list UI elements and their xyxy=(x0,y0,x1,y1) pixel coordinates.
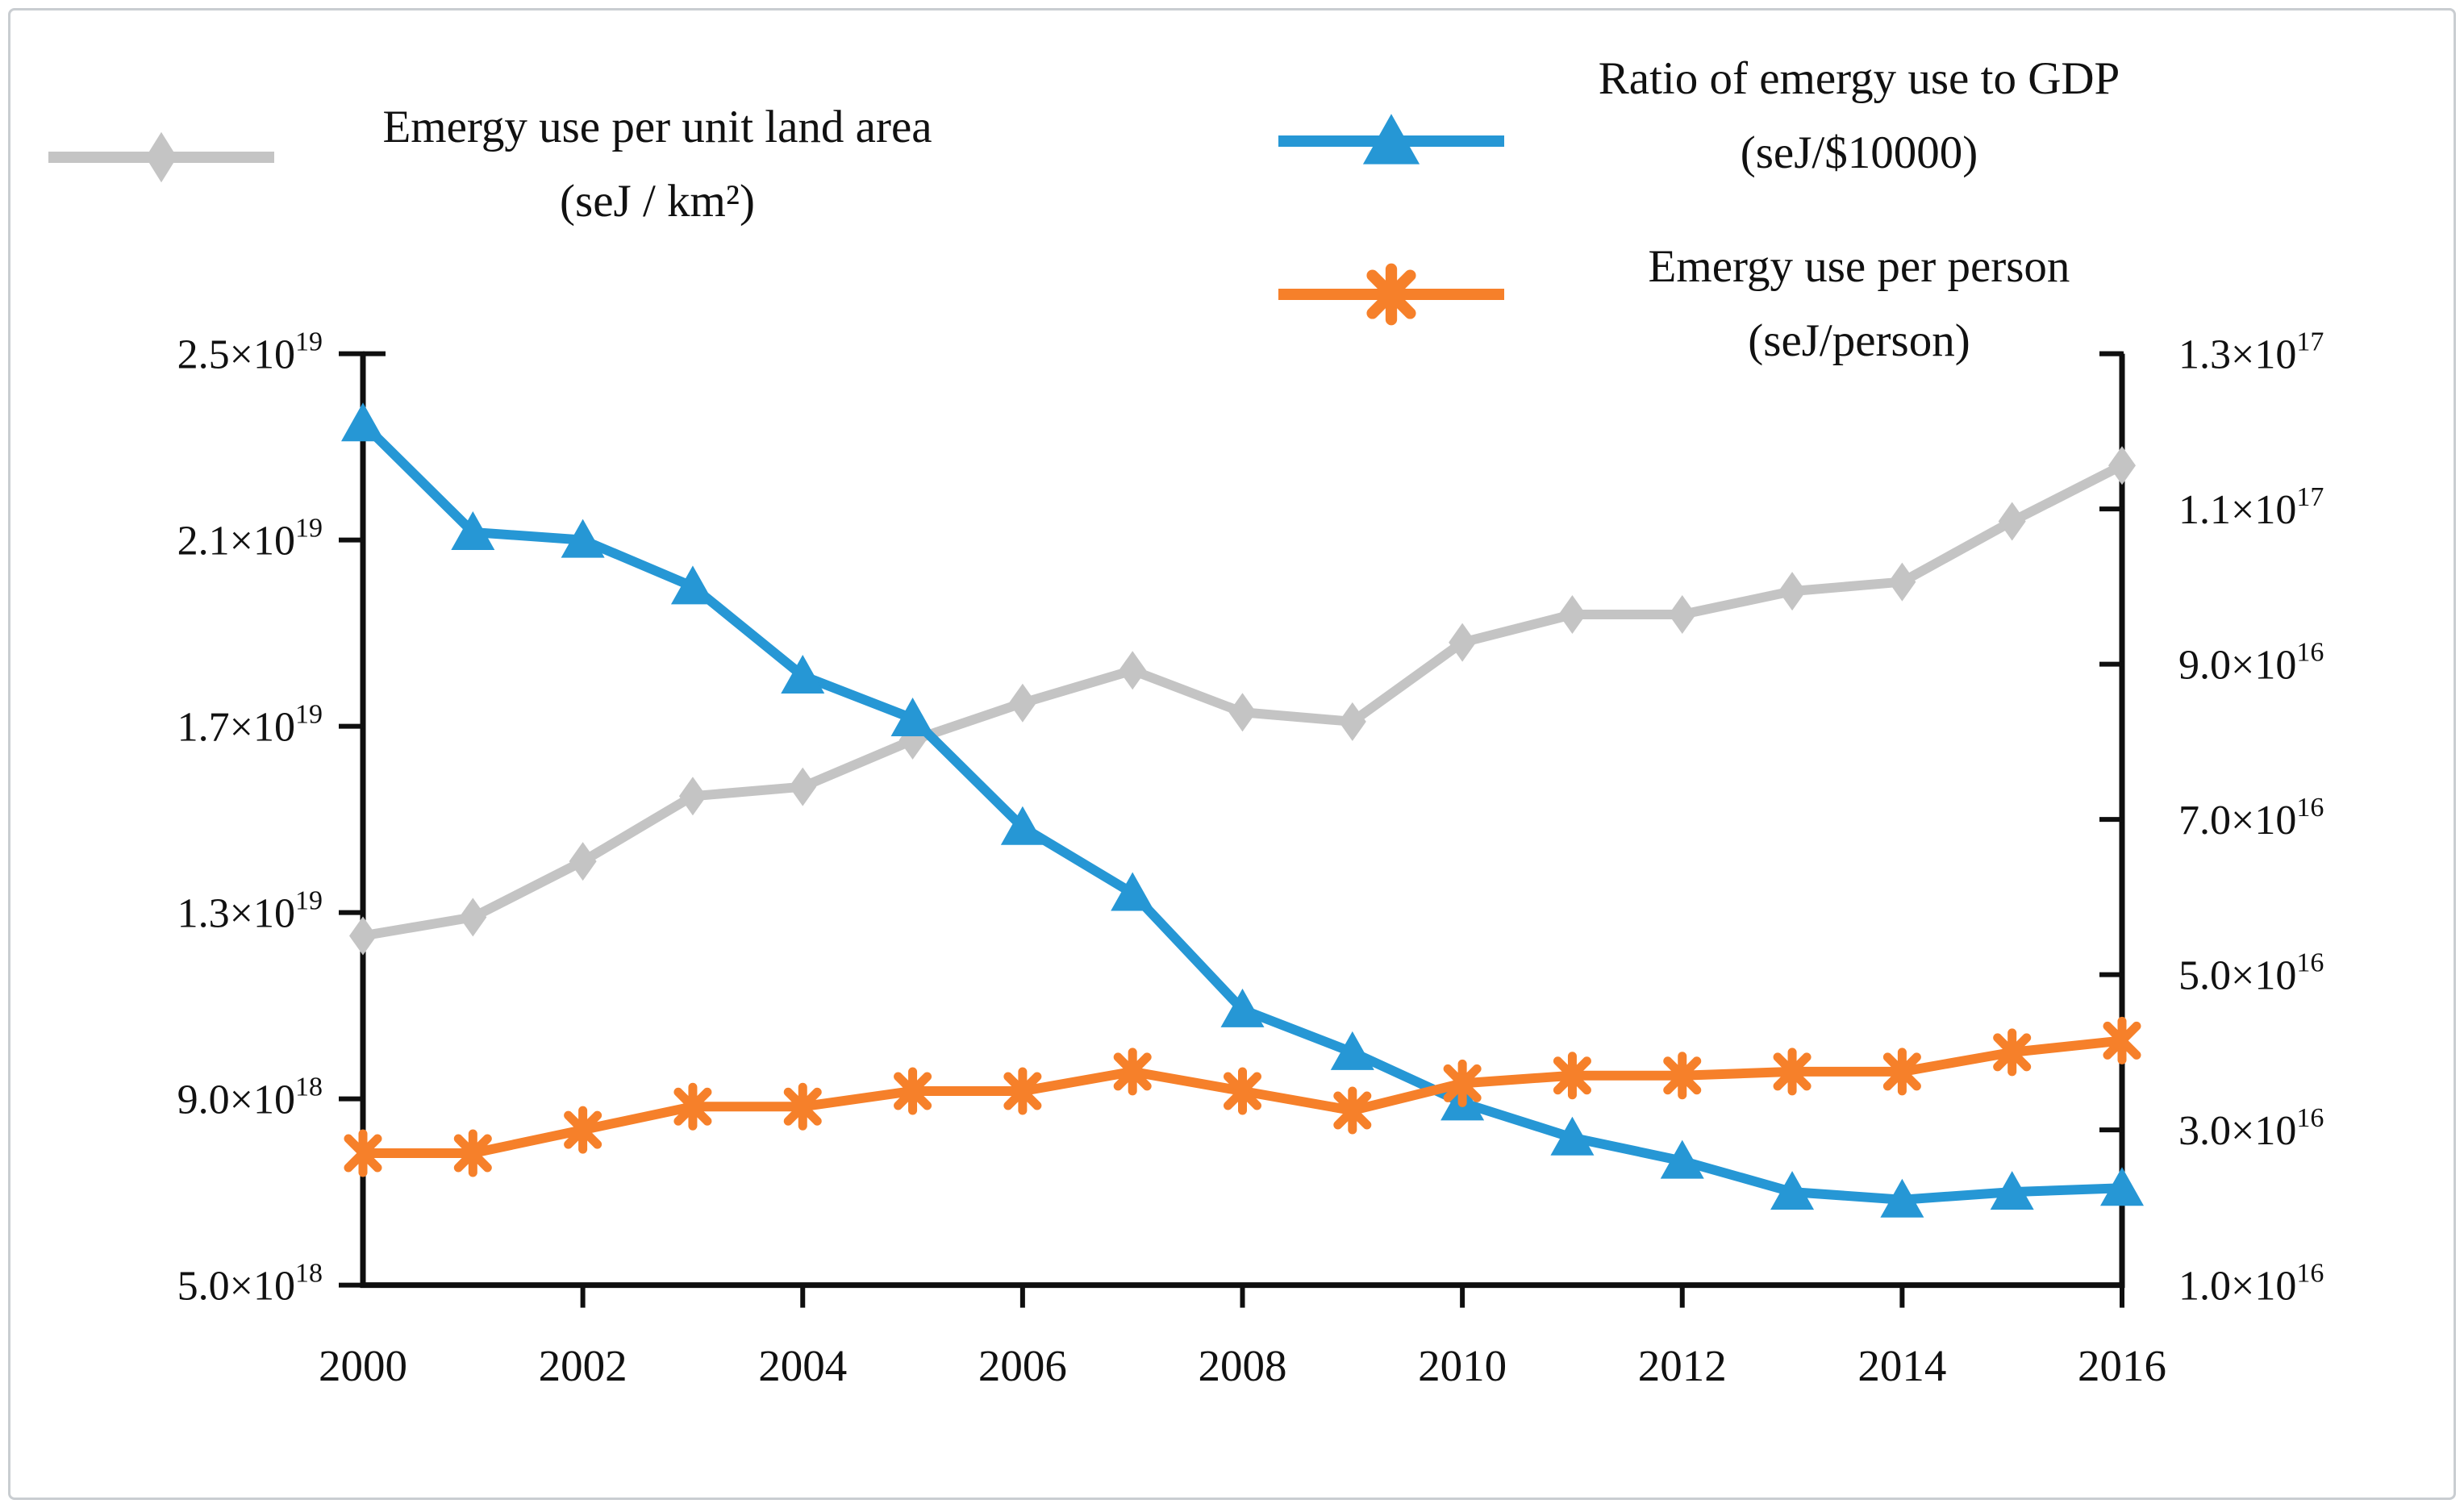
triangle-marker xyxy=(1880,1178,1924,1218)
diamond-marker xyxy=(1449,623,1477,662)
asterisk-legend-marker xyxy=(1278,263,1504,326)
triangle-marker xyxy=(1220,988,1265,1027)
asterisk-marker xyxy=(453,1129,492,1177)
diamond-legend-marker xyxy=(48,131,274,183)
left-axis-tick-label: 1.3×1019 xyxy=(177,886,323,937)
figure-border xyxy=(8,8,2456,1500)
diamond-marker xyxy=(1338,702,1366,741)
left-axis-tick-label: 9.0×1018 xyxy=(177,1073,323,1123)
x-axis-tick-label: 2014 xyxy=(1857,1341,1946,1390)
series-gdp-ratio xyxy=(341,402,2144,1218)
legend-label-per-person: Emergy use per person (seJ/person) xyxy=(1444,230,2274,378)
triangle-marker xyxy=(2100,1167,2144,1206)
triangle-marker xyxy=(1111,872,1155,911)
x-axis-tick-label: 2000 xyxy=(319,1341,407,1390)
diamond-marker xyxy=(789,767,817,806)
right-axis-tick-label: 3.0×1016 xyxy=(2178,1103,2324,1154)
left-axis-tick-label: 5.0×1018 xyxy=(177,1259,323,1310)
diamond-marker xyxy=(1558,595,1586,634)
diamond-marker xyxy=(1008,683,1036,723)
triangle-marker xyxy=(1660,1139,1704,1179)
legend-label-line: Emergy use per unit land area xyxy=(382,102,932,152)
right-axis-tick-label: 1.1×1017 xyxy=(2178,482,2324,533)
right-axis-tick-label: 7.0×1016 xyxy=(2178,793,2324,844)
triangle-marker xyxy=(1330,1031,1374,1070)
asterisk-marker xyxy=(1553,1052,1591,1100)
x-axis-tick-label: 2006 xyxy=(978,1341,1067,1390)
diamond-marker xyxy=(1119,651,1147,690)
diamond-marker xyxy=(1998,502,2026,541)
triangle-marker xyxy=(890,697,935,736)
asterisk-icon xyxy=(1366,263,1416,326)
x-axis-tick-label: 2012 xyxy=(1638,1341,1727,1390)
diamond-marker xyxy=(1778,572,1807,611)
asterisk-marker xyxy=(1993,1028,2032,1077)
legend-label-line: (seJ/person) xyxy=(1748,315,1970,366)
asterisk-marker xyxy=(894,1067,932,1115)
x-axis-tick-label: 2008 xyxy=(1199,1341,1287,1390)
asterisk-marker xyxy=(1224,1067,1261,1115)
left-axis-tick-label: 2.5×1019 xyxy=(177,327,323,378)
right-axis-tick-label: 1.0×1016 xyxy=(2178,1259,2324,1310)
triangle-marker xyxy=(781,655,825,694)
diamond-marker xyxy=(1228,693,1257,732)
asterisk-marker xyxy=(1443,1059,1482,1107)
asterisk-marker xyxy=(2103,1016,2141,1064)
x-axis-tick-label: 2004 xyxy=(758,1341,847,1390)
axes xyxy=(360,351,2125,1289)
triangle-marker xyxy=(670,565,715,605)
left-axis: 2.5×1019 2.1×1019 1.7×1019 1.3×1019 9.0×1018… xyxy=(177,327,365,1310)
asterisk-marker xyxy=(1882,1048,1921,1096)
diamond-marker xyxy=(2108,446,2136,485)
asterisk-marker xyxy=(1663,1052,1702,1100)
asterisk-marker xyxy=(564,1106,602,1154)
x-axis: 2000 2002 2004 2006 2008 2010 2012 2014 2016 xyxy=(319,1285,2166,1390)
diamond-marker xyxy=(678,777,707,816)
asterisk-marker xyxy=(344,1129,382,1177)
right-axis: 1.3×1017 1.1×1017 9.0×1016 7.0×1016 5.0×1016… xyxy=(2099,327,2324,1310)
right-axis-tick-label: 1.3×1017 xyxy=(2178,327,2324,378)
series-land-area xyxy=(349,446,2136,956)
legend-label-land-area: Emergy use per unit land area (seJ / km²… xyxy=(242,90,1073,239)
x-axis-tick-label: 2010 xyxy=(1418,1341,1507,1390)
triangle-marker xyxy=(1000,806,1044,845)
asterisk-marker xyxy=(1003,1067,1042,1115)
legend-label-line: Emergy use per person xyxy=(1648,241,2070,292)
triangle-marker xyxy=(1990,1171,2034,1210)
asterisk-marker xyxy=(673,1082,712,1131)
right-axis-tick-label: 5.0×1016 xyxy=(2178,948,2324,999)
right-axis-tick-label: 9.0×1016 xyxy=(2178,638,2324,689)
legend-label-gdp-ratio: Ratio of emergy use to GDP (seJ/$10000) xyxy=(1444,42,2274,190)
diamond-marker xyxy=(349,916,377,956)
triangle-marker xyxy=(1770,1171,1815,1210)
diamond-marker xyxy=(1668,595,1696,634)
triangle-marker xyxy=(1550,1116,1595,1156)
diamond-marker xyxy=(459,898,487,937)
left-axis-tick-label: 1.7×1019 xyxy=(177,700,323,751)
x-axis-tick-label: 2016 xyxy=(2078,1341,2166,1390)
triangle-marker xyxy=(341,402,385,442)
asterisk-marker xyxy=(1773,1048,1812,1096)
legend-label-line: (seJ/$10000) xyxy=(1740,127,1978,178)
left-axis-tick-label: 2.1×1019 xyxy=(177,514,323,564)
triangle-icon xyxy=(1362,114,1420,165)
legend-label-line: (seJ / km²) xyxy=(560,176,755,227)
triangle-marker xyxy=(561,519,605,558)
diamond-marker xyxy=(1888,562,1916,602)
asterisk-marker xyxy=(1333,1086,1372,1135)
asterisk-marker xyxy=(1113,1048,1152,1096)
diamond-marker xyxy=(569,842,597,881)
x-axis-tick-label: 2002 xyxy=(539,1341,627,1390)
asterisk-marker xyxy=(783,1082,822,1131)
legend-label-line: Ratio of emergy use to GDP xyxy=(1598,53,2120,104)
triangle-marker xyxy=(451,510,495,550)
triangle-legend-marker xyxy=(1278,114,1504,165)
series-per-person xyxy=(344,1016,2141,1177)
